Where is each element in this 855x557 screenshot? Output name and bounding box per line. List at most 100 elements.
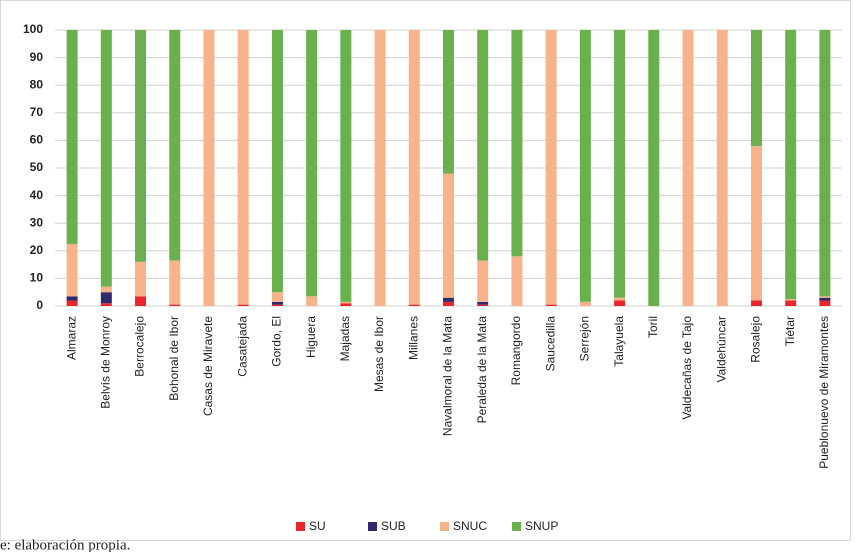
bar-segment [271,304,283,306]
x-tick-label: Romangordo [509,316,523,386]
bar-segment [408,304,420,306]
bar-segment [819,297,831,301]
bar-segment [66,243,78,297]
bar-segment [340,30,352,302]
bar-segment [203,30,215,306]
bar-segment [443,173,454,298]
bar-segment [785,300,797,306]
bar-segment [579,301,591,306]
bar-segment [716,30,728,306]
y-tick-label: 60 [30,133,44,147]
legend-label: SUB [381,519,406,533]
x-tick-label: Valdehúncar [714,316,728,383]
bar-segment [66,30,78,244]
legend-label: SNUC [453,519,487,533]
bar-segment [477,260,489,302]
legend-swatch [368,522,377,531]
x-tick-label: Pueblonuevo de Miramontes [817,316,831,469]
bar-segment [750,145,762,301]
bar-segment [66,296,78,301]
bar-segment [100,292,112,304]
x-tick-label: Mesas de Ibor [372,316,386,392]
bar-segment [614,300,626,306]
bar-segment [785,30,797,300]
bar-segment [169,260,181,305]
bar-segment [819,30,831,297]
y-tick-label: 40 [30,188,44,202]
bar-segment [100,30,112,287]
x-tick-label: Peraleda de la Mata [475,316,489,424]
bar-segment [135,30,147,262]
bar-segment [614,297,626,301]
x-tick-label: Gordo, El [270,316,284,367]
bar-segment [237,304,249,306]
bar-segment [750,300,762,306]
bar-segment [511,256,523,306]
bar-segment [237,30,249,305]
bar-segment [443,30,454,174]
bar-segment [169,304,181,306]
y-tick-label: 90 [30,50,44,64]
bar-segment [100,286,112,293]
y-tick-label: 10 [30,271,44,285]
legend-label: SU [309,519,326,533]
bar-segment [545,304,557,306]
x-tick-label: Majadas [338,316,352,361]
bar-segment [819,296,831,298]
chart-frame [0,0,851,541]
legend-swatch [440,522,449,531]
x-tick-label: Toril [646,316,660,338]
bar-segment [408,30,420,305]
y-tick-label: 50 [30,160,44,174]
bar-segment [443,297,454,302]
bar-segment [477,301,489,305]
legend-label: SNUP [525,519,558,533]
bar-segment [306,296,318,306]
bar-segment [648,30,660,306]
bar-segment [477,304,489,306]
bar-segment [340,303,352,306]
bar-segment [135,296,147,306]
bar-segment [579,30,591,302]
bar-segment [477,30,489,261]
x-tick-label: Casatejada [235,316,249,377]
x-tick-label: Casas de Miravete [201,316,215,416]
x-tick-label: Belvís de Monroy [98,316,112,409]
x-tick-label: Bohonal de Ibor [167,316,181,401]
bar-segment [819,300,831,306]
bar-segment [271,292,283,302]
bar-segment [682,30,694,306]
bar-segment [100,303,112,306]
bar-segment [306,30,318,297]
x-tick-label: Rosalejo [749,316,763,363]
bar-segment [614,30,626,298]
y-tick-label: 100 [23,22,43,36]
x-tick-label: Talayuela [612,316,626,367]
bar-segment [511,30,523,257]
x-tick-label: Berrocalejo [133,316,147,377]
bar-segment [271,30,283,293]
x-tick-label: Saucedilla [543,316,557,372]
bar-segment [340,301,352,304]
bar-segment [271,301,283,305]
x-tick-label: Tiétar [783,316,797,346]
bar-segment [750,30,762,146]
y-tick-label: 20 [30,243,44,257]
bar-segment [785,299,797,301]
y-tick-label: 70 [30,105,44,119]
y-tick-label: 30 [30,215,44,229]
legend-swatch [296,522,305,531]
y-tick-label: 0 [36,298,43,312]
x-tick-label: Valdecañas de Tajo [680,316,694,420]
bar-segment [135,261,147,297]
x-tick-label: Serrejón [578,316,592,361]
legend-swatch [512,522,521,531]
bar-segment [169,30,181,261]
x-tick-label: Higuera [304,316,318,358]
x-tick-label: Millanes [406,316,420,360]
bar-segment [374,30,386,306]
y-tick-label: 80 [30,77,44,91]
x-tick-label: Navalmoral de la Mata [441,316,455,436]
bar-segment [66,300,78,306]
